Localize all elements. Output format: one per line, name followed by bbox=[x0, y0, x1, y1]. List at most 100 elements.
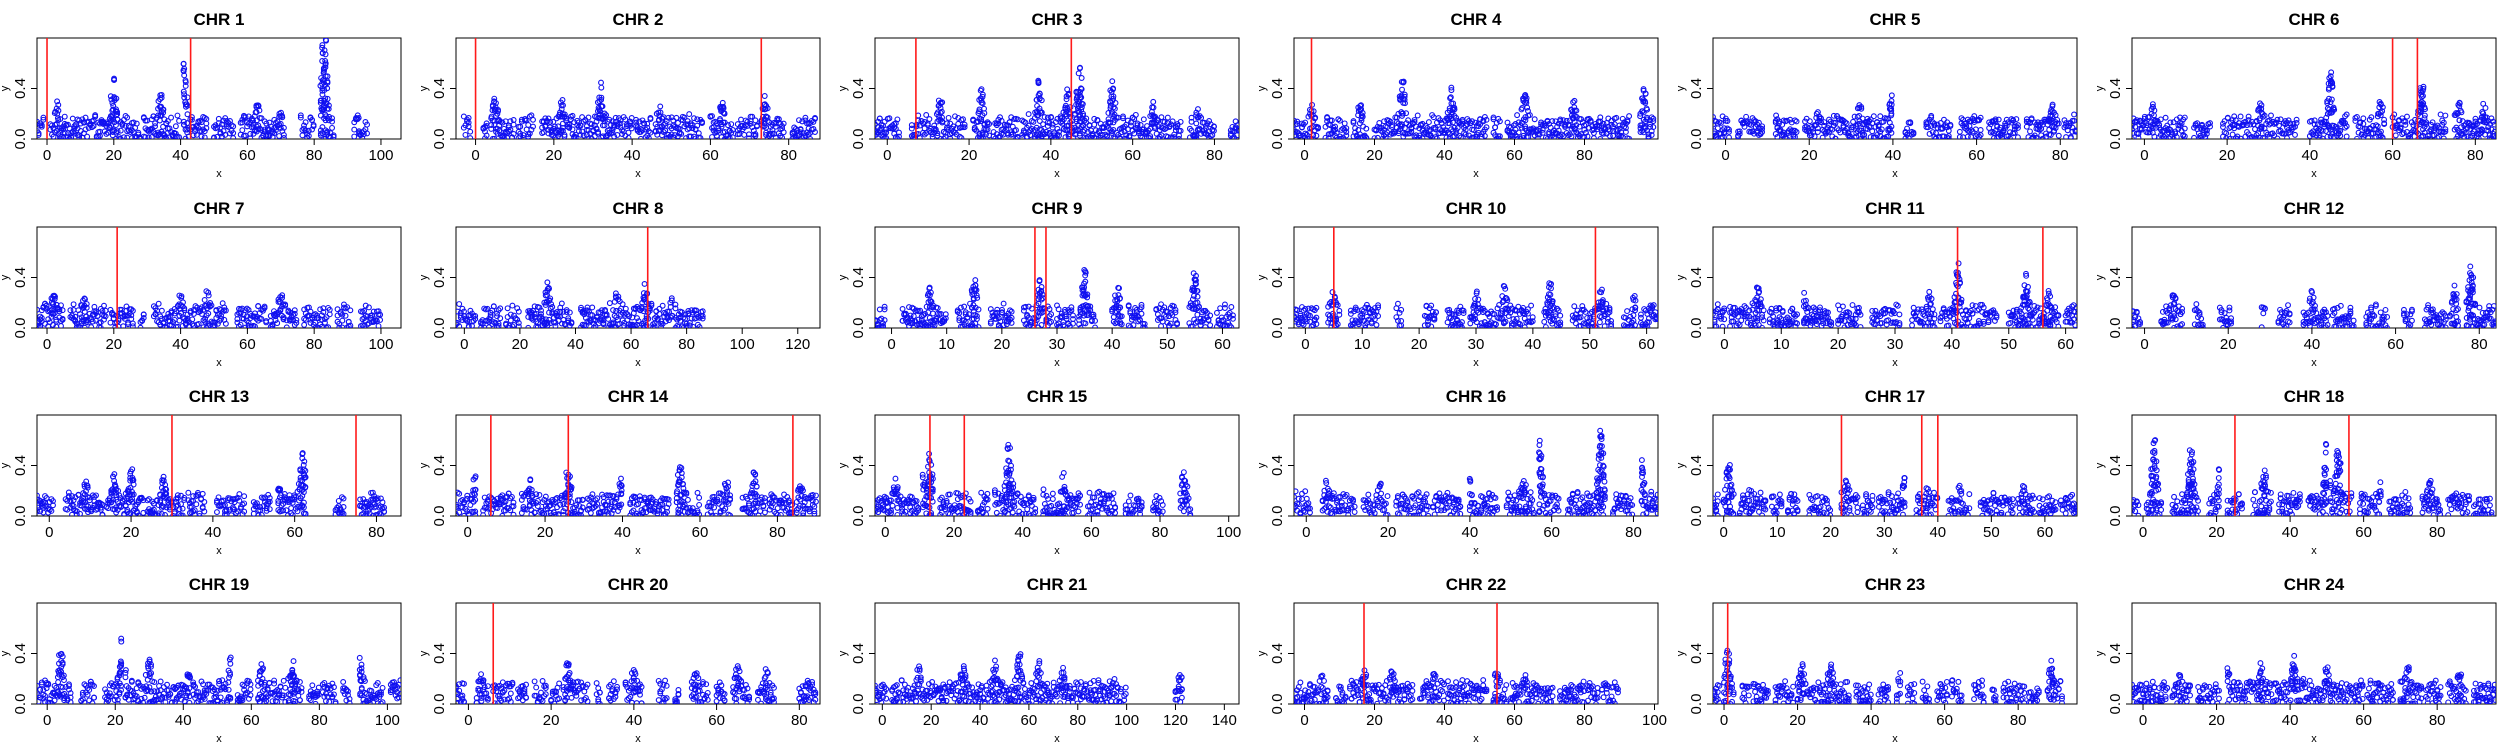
marker-point bbox=[973, 316, 980, 323]
marker-point bbox=[280, 316, 287, 323]
marker-point bbox=[541, 319, 548, 326]
marker-point bbox=[772, 134, 779, 139]
marker-points bbox=[37, 38, 370, 139]
marker-point bbox=[1324, 114, 1331, 121]
marker-point bbox=[2402, 121, 2409, 128]
marker-point bbox=[1192, 276, 1199, 283]
marker-point bbox=[139, 318, 146, 324]
marker-point bbox=[1624, 135, 1631, 139]
marker-point bbox=[2329, 83, 2336, 89]
marker-point bbox=[70, 306, 77, 313]
marker-point bbox=[910, 313, 917, 320]
marker-point bbox=[291, 307, 298, 314]
marker-point bbox=[77, 311, 83, 318]
marker-point bbox=[1140, 116, 1147, 123]
marker-point bbox=[462, 131, 469, 138]
marker-point bbox=[494, 125, 501, 132]
marker-point bbox=[307, 308, 314, 315]
x-tick-label: 0 bbox=[1300, 147, 1308, 164]
marker-point bbox=[339, 324, 346, 328]
marker-point bbox=[2258, 102, 2265, 109]
marker-point bbox=[1193, 135, 1200, 139]
marker-point bbox=[648, 300, 655, 307]
marker-point bbox=[1387, 131, 1394, 138]
marker-point bbox=[329, 118, 336, 125]
marker-point bbox=[2146, 126, 2153, 133]
marker-point bbox=[2010, 117, 2017, 124]
marker-point bbox=[1210, 127, 1217, 134]
marker-point bbox=[1123, 135, 1130, 139]
marker-point bbox=[2133, 117, 2140, 124]
marker-point bbox=[2404, 113, 2410, 120]
marker-point bbox=[538, 307, 544, 314]
x-tick-label: 20 bbox=[512, 336, 529, 353]
marker-point bbox=[140, 315, 147, 321]
marker-point bbox=[1905, 134, 1912, 139]
marker-point bbox=[51, 293, 58, 300]
marker-point bbox=[1507, 135, 1514, 139]
marker-point bbox=[184, 94, 191, 101]
marker-point bbox=[309, 117, 315, 123]
marker-point bbox=[2132, 135, 2135, 139]
marker-point bbox=[483, 132, 490, 139]
marker-point bbox=[217, 124, 224, 131]
marker-point bbox=[37, 323, 44, 328]
marker-point bbox=[530, 116, 536, 123]
marker-point bbox=[68, 134, 75, 139]
marker-point bbox=[812, 115, 818, 121]
marker-point bbox=[57, 116, 64, 123]
marker-point bbox=[319, 124, 326, 131]
x-axis-label: x bbox=[1473, 168, 1479, 180]
marker-point bbox=[2049, 101, 2056, 108]
marker-point bbox=[1934, 124, 1941, 131]
marker-point bbox=[180, 118, 187, 125]
marker-point bbox=[1642, 99, 1649, 106]
marker-point bbox=[1302, 119, 1309, 126]
marker-point bbox=[69, 115, 76, 122]
marker-point bbox=[487, 314, 494, 320]
marker-point bbox=[2161, 133, 2167, 139]
marker-point bbox=[1602, 125, 1609, 132]
marker-point bbox=[1571, 97, 1578, 104]
marker-point bbox=[1048, 311, 1055, 318]
marker-point bbox=[924, 122, 931, 129]
panel-title: CHR 2 bbox=[612, 10, 663, 29]
marker-point bbox=[102, 307, 109, 314]
marker-point bbox=[2014, 122, 2021, 129]
marker-point bbox=[577, 131, 584, 138]
marker-point bbox=[1356, 120, 1363, 127]
marker-point bbox=[2357, 123, 2364, 130]
marker-point bbox=[2229, 131, 2236, 138]
marker-point bbox=[1013, 127, 1019, 134]
marker-point bbox=[318, 312, 325, 319]
marker-point bbox=[1176, 135, 1182, 139]
marker-point bbox=[973, 292, 980, 299]
marker-point bbox=[2167, 119, 2174, 126]
marker-point bbox=[163, 325, 170, 328]
marker-point bbox=[2379, 104, 2386, 111]
marker-point bbox=[1966, 128, 1973, 135]
marker-point bbox=[2324, 133, 2331, 139]
marker-point bbox=[2379, 134, 2386, 139]
marker-point bbox=[490, 303, 497, 310]
marker-point bbox=[1315, 125, 1321, 132]
x-tick-label: 20 bbox=[994, 336, 1011, 353]
marker-point bbox=[1573, 107, 1580, 114]
marker-point bbox=[1188, 114, 1195, 121]
marker-point bbox=[297, 112, 304, 119]
plot-frame bbox=[455, 226, 821, 329]
x-tick-label: 60 bbox=[1968, 147, 1985, 164]
marker-point bbox=[377, 311, 384, 318]
marker-point bbox=[237, 321, 244, 328]
x-tick-label: 0 bbox=[887, 336, 895, 353]
marker-point bbox=[972, 277, 979, 284]
marker-point bbox=[2292, 131, 2298, 138]
marker-point bbox=[899, 317, 906, 324]
marker-point bbox=[2440, 119, 2447, 126]
x-tick-label: 100 bbox=[730, 336, 755, 353]
marker-point bbox=[110, 102, 117, 109]
marker-point bbox=[981, 110, 988, 117]
marker-point bbox=[961, 303, 968, 310]
x-tick-label: 60 bbox=[1214, 336, 1231, 353]
marker-points bbox=[456, 279, 706, 328]
